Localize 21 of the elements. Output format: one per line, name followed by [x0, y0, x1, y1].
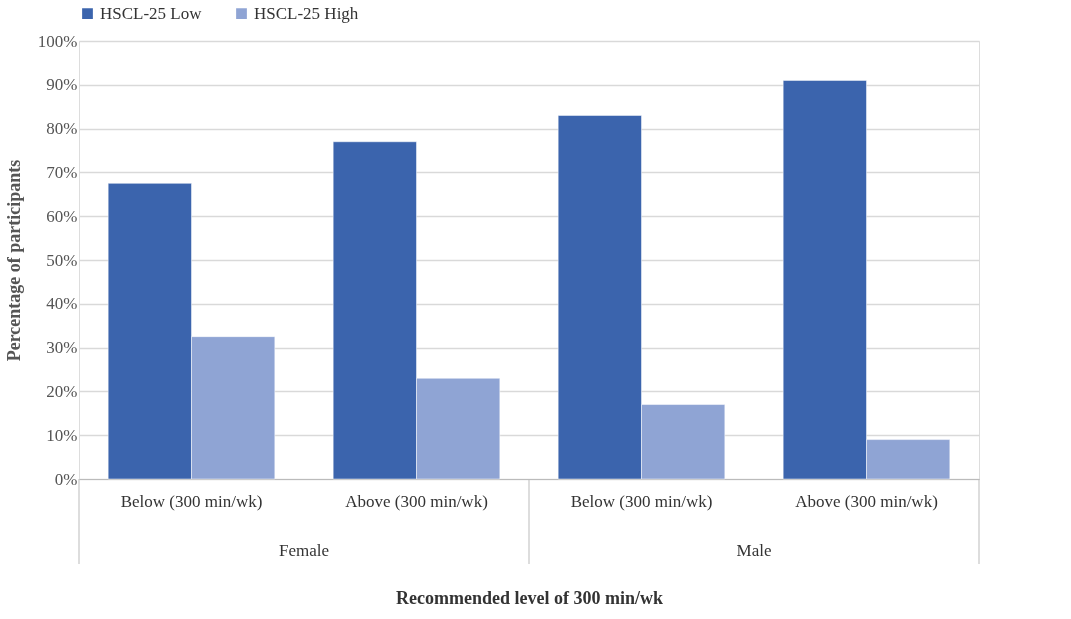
y-tick-label: 80%	[46, 119, 78, 139]
x-tick-label: Below (300 min/wk)	[120, 491, 263, 511]
x-tick-label: Above (300 min/wk)	[795, 491, 938, 511]
x-tick-label: Below (300 min/wk)	[570, 491, 713, 511]
y-tick-label: 60%	[46, 206, 78, 226]
x-axis-title: Recommended level of 300 min/wk	[396, 587, 663, 608]
y-tick-label: 10%	[46, 425, 78, 445]
y-tick-label: 20%	[46, 381, 78, 401]
y-tick-label: 30%	[46, 338, 78, 358]
y-tick-label: 70%	[46, 162, 78, 182]
legend-label: HSCL-25 High	[254, 3, 359, 23]
y-tick-label: 0%	[54, 469, 78, 489]
y-tick-label: 90%	[46, 75, 78, 95]
legend-label: HSCL-25 Low	[100, 3, 203, 23]
x-tick-label: Above (300 min/wk)	[345, 491, 488, 511]
text: Male	[736, 541, 772, 560]
y-tick-label: 50%	[46, 250, 78, 270]
y-tick-label: 100%	[37, 31, 78, 51]
text: Female	[278, 541, 330, 560]
y-axis-title: Percentage of participants	[3, 159, 24, 362]
y-tick-label: 40%	[46, 294, 78, 314]
